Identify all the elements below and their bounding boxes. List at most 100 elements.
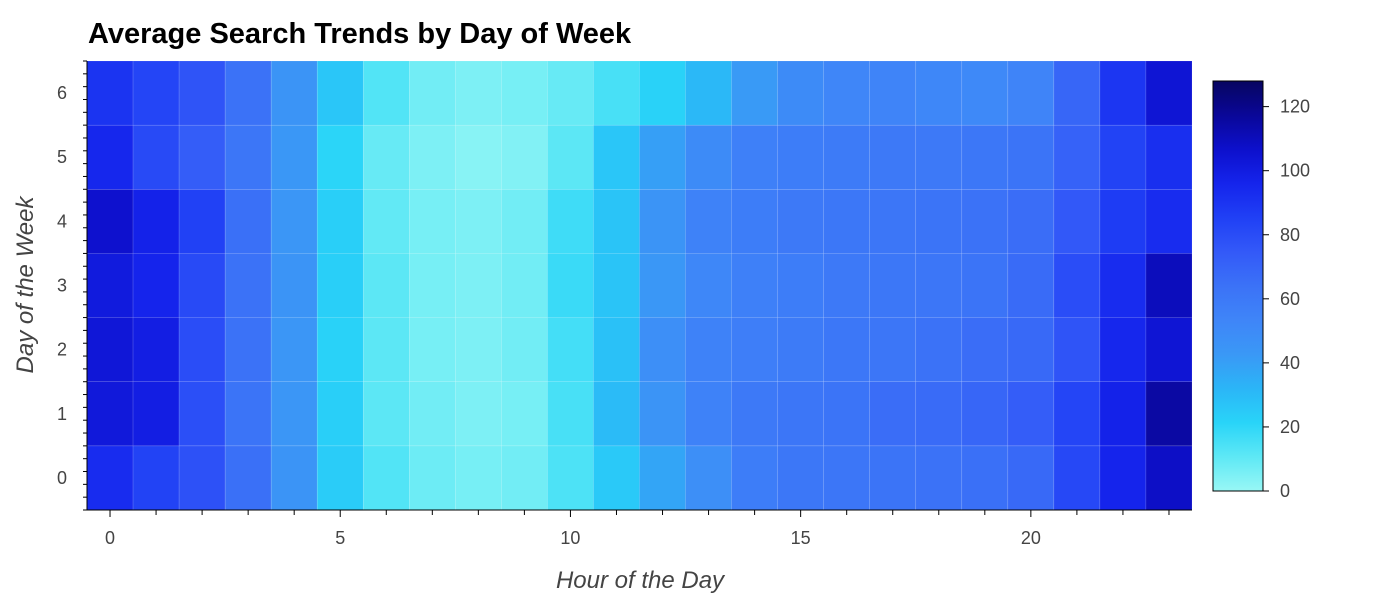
- heatmap-cell: [1145, 60, 1193, 126]
- heatmap-cell: [685, 188, 732, 254]
- heatmap-cell: [869, 381, 917, 447]
- heatmap-cell: [639, 253, 686, 318]
- heatmap-cell: [501, 253, 548, 318]
- heatmap-cell: [731, 253, 778, 318]
- colorbar-tick-label: 60: [1280, 289, 1300, 309]
- heatmap-cell: [593, 60, 640, 126]
- chart-title: Average Search Trends by Day of Week: [88, 18, 632, 50]
- heatmap-cell: [132, 253, 180, 318]
- heatmap-cell: [501, 381, 548, 447]
- heatmap-cell: [1145, 381, 1193, 447]
- heatmap-cell: [408, 253, 456, 318]
- colorbar-tick-label: 20: [1280, 417, 1300, 437]
- heatmap-cell: [178, 445, 226, 511]
- heatmap-cell: [270, 60, 318, 126]
- heatmap-cell: [685, 253, 732, 318]
- heatmap-cell: [547, 253, 594, 318]
- heatmap-cell: [823, 317, 871, 383]
- heatmap-cell: [1053, 188, 1101, 254]
- heatmap-cell: [362, 317, 410, 383]
- heatmap-cell: [178, 253, 226, 318]
- heatmap-cell: [731, 124, 778, 190]
- heatmap-cell: [685, 317, 732, 383]
- heatmap-cell: [961, 317, 1009, 383]
- heatmap-cell: [362, 445, 410, 511]
- heatmap-cell: [547, 124, 594, 190]
- heatmap-cell: [501, 60, 548, 126]
- colorbar-ticks: 0 20 40 60 80 100 120: [1263, 97, 1310, 501]
- x-tick-label: 5: [335, 528, 345, 548]
- x-tick-label: 10: [560, 528, 580, 548]
- heatmap-cell: [731, 445, 778, 511]
- heatmap-cell: [1007, 445, 1055, 511]
- y-tick-label: 1: [57, 404, 67, 424]
- heatmap-cell: [455, 317, 502, 383]
- heatmap-cell: [547, 381, 594, 447]
- heatmap-cell: [869, 445, 917, 511]
- heatmap-cell: [316, 317, 364, 383]
- heatmap-cell: [685, 381, 732, 447]
- heatmap-cell: [270, 317, 318, 383]
- heatmap-cell: [1099, 317, 1147, 383]
- heatmap-cell: [823, 381, 871, 447]
- heatmap-cell: [547, 188, 594, 254]
- heatmap-cell: [1099, 253, 1147, 318]
- heatmap-cell: [961, 253, 1009, 318]
- heatmap-cell: [86, 188, 134, 254]
- heatmap-cell: [455, 253, 502, 318]
- heatmap-cell: [1099, 381, 1147, 447]
- heatmap-cell: [270, 188, 318, 254]
- heatmap-cell: [593, 445, 640, 511]
- y-tick-label: 2: [57, 340, 67, 360]
- heatmap-cell: [132, 445, 180, 511]
- heatmap-cell: [178, 317, 226, 383]
- heatmap-cell: [270, 124, 318, 190]
- heatmap-cell: [961, 124, 1009, 190]
- heatmap-cell: [224, 253, 272, 318]
- heatmap-cell: [408, 381, 456, 447]
- heatmap-cell: [731, 317, 778, 383]
- heatmap-cell: [362, 253, 410, 318]
- heatmap-cell: [408, 60, 456, 126]
- heatmap-cell: [777, 317, 824, 383]
- colorbar: [1212, 80, 1264, 492]
- y-tick-label: 0: [57, 468, 67, 488]
- heatmap-cell: [961, 60, 1009, 126]
- heatmap-cell: [86, 253, 134, 318]
- heatmap-cell: [915, 188, 963, 254]
- heatmap-cell: [455, 381, 502, 447]
- y-tick-label: 6: [57, 83, 67, 103]
- heatmap-cell: [316, 124, 364, 190]
- heatmap-cell: [1053, 381, 1101, 447]
- heatmap-cell: [823, 188, 871, 254]
- heatmap-cell: [777, 253, 824, 318]
- heatmap-cell: [1007, 381, 1055, 447]
- heatmap-cell: [86, 60, 134, 126]
- colorbar-tick-label: 0: [1280, 481, 1290, 501]
- heatmap-cell: [270, 381, 318, 447]
- colorbar-tick-label: 40: [1280, 353, 1300, 373]
- heatmap-cell: [961, 188, 1009, 254]
- heatmap-cell: [777, 60, 824, 126]
- heatmap-cell: [1007, 60, 1055, 126]
- heatmap-cell: [455, 188, 502, 254]
- heatmap-cell: [132, 381, 180, 447]
- heatmap-cell: [547, 445, 594, 511]
- heatmap-cell: [86, 445, 134, 511]
- heatmap-cell: [915, 253, 963, 318]
- heatmap-cell: [869, 188, 917, 254]
- heatmap-cell: [86, 124, 134, 190]
- heatmap-cell: [1053, 445, 1101, 511]
- x-tick-label: 0: [105, 528, 115, 548]
- heatmap-cell: [731, 188, 778, 254]
- x-axis-label: Hour of the Day: [556, 567, 726, 594]
- heatmap-cell: [593, 188, 640, 254]
- heatmap-cell: [593, 124, 640, 190]
- heatmap-cell: [639, 188, 686, 254]
- y-tick-label: 3: [57, 276, 67, 296]
- heatmap-cell: [777, 188, 824, 254]
- heatmap-cell: [1053, 60, 1101, 126]
- heatmap-cell: [869, 253, 917, 318]
- heatmap-cell: [408, 124, 456, 190]
